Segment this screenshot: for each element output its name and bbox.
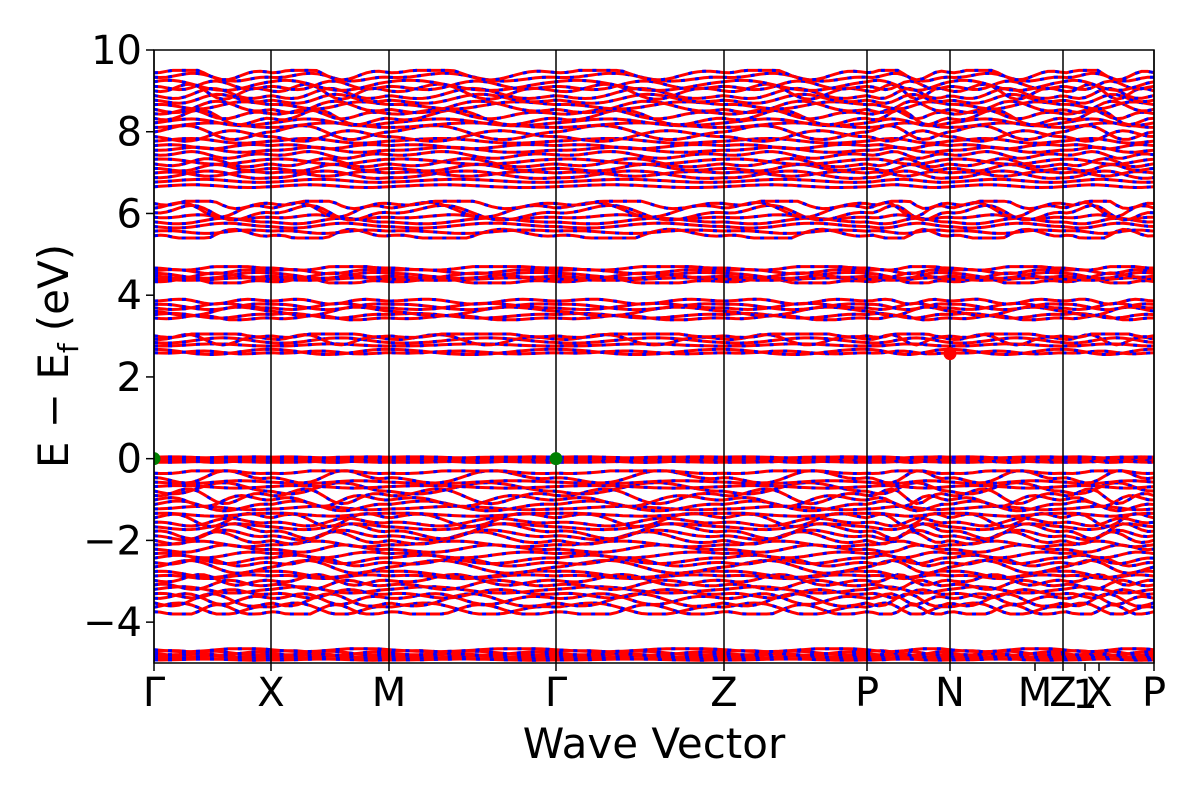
y-tick-label: 2: [117, 355, 142, 401]
x-tick-label: P: [1142, 670, 1166, 716]
band-line-blue: [154, 297, 1154, 306]
x-tick-label: Z: [710, 670, 737, 716]
x-tick-label: N: [935, 670, 965, 716]
y-tick-label: 8: [117, 110, 142, 156]
y-tick-label: 6: [117, 191, 142, 237]
band-line-blue: [154, 578, 1154, 592]
y-axis-title-main: E − E: [29, 353, 78, 468]
x-tick-label: M: [372, 670, 407, 716]
band-line-blue: [154, 572, 1154, 587]
band-line-red: [154, 347, 1154, 357]
y-axis-title-subscript: f: [52, 342, 85, 353]
band-line-blue: [154, 157, 1154, 169]
band-line-red: [154, 349, 1154, 356]
band-line-red: [154, 117, 1154, 128]
band-line-red: [154, 157, 1154, 166]
y-tick-label: 4: [117, 273, 142, 319]
vbm-marker: [549, 452, 563, 466]
x-tick-label: Γ: [545, 670, 568, 716]
band-line-blue: [154, 169, 1154, 180]
band-line-blue: [154, 469, 1154, 485]
band-line-blue: [154, 199, 1154, 211]
band-line-red: [154, 302, 1154, 312]
band-line-blue: [154, 107, 1154, 121]
x-tick-label: M: [1018, 670, 1053, 716]
band-line-red: [154, 265, 1154, 272]
band-line-red: [154, 177, 1154, 184]
band-lines: [154, 68, 1154, 662]
band-line-red: [154, 270, 1154, 280]
x-tick-label: 1: [1072, 672, 1097, 718]
band-line-red: [154, 169, 1154, 178]
band-line-red: [154, 550, 1154, 560]
plot-frame: [153, 49, 1155, 664]
y-axis-ticks: −4 −2 0 2 4 6 8 10: [83, 28, 154, 646]
y-tick-label: 10: [91, 28, 142, 74]
band-line-blue: [154, 569, 1154, 579]
band-line-red: [154, 332, 1154, 339]
band-line-red: [154, 221, 1154, 230]
y-tick-label: 0: [117, 437, 142, 483]
band-line-blue: [154, 79, 1154, 92]
band-line-red: [154, 657, 1154, 662]
band-line-red: [154, 276, 1154, 282]
vbm-marker: [154, 452, 161, 466]
band-line-red: [154, 228, 1154, 235]
band-line-blue: [154, 588, 1154, 600]
band-line-blue: [154, 558, 1154, 575]
band-line-blue: [154, 100, 1154, 111]
band-line-blue: [154, 78, 1154, 92]
band-line-blue: [154, 92, 1154, 105]
y-tick-label: −2: [83, 518, 142, 564]
band-line-red: [154, 469, 1154, 476]
band-line-red: [154, 267, 1154, 276]
band-line-blue: [154, 227, 1154, 240]
band-line-red: [154, 539, 1154, 549]
band-line-blue: [154, 592, 1154, 607]
band-line-red: [154, 183, 1154, 190]
band-line-blue: [154, 129, 1154, 143]
band-line-blue: [154, 511, 1154, 529]
band-line-blue: [154, 601, 1154, 616]
x-tick-label: X: [1085, 670, 1112, 716]
x-tick-label: P: [855, 670, 879, 716]
band-line-red: [154, 483, 1154, 490]
band-line-red: [154, 511, 1154, 518]
band-edge-markers: [154, 347, 957, 466]
band-line-blue: [154, 149, 1154, 160]
x-tick-label: Γ: [143, 670, 166, 716]
y-axis-title: E − Ef (eV): [29, 244, 85, 468]
x-axis-title: Wave Vector: [523, 719, 786, 768]
band-line-red: [154, 142, 1154, 151]
y-tick-label: −4: [83, 600, 142, 646]
x-tick-label: Z: [1049, 670, 1076, 716]
band-line-blue: [154, 200, 1154, 219]
cbm-marker: [943, 347, 957, 361]
band-line-red: [154, 455, 1154, 460]
band-line-red: [154, 479, 1154, 486]
y-axis-title-unit: (eV): [29, 244, 78, 331]
band-line-blue: [154, 493, 1154, 508]
band-line-blue: [154, 123, 1154, 142]
x-tick-label: X: [257, 670, 284, 716]
band-line-blue: [154, 68, 1154, 82]
band-line-red: [154, 647, 1154, 654]
